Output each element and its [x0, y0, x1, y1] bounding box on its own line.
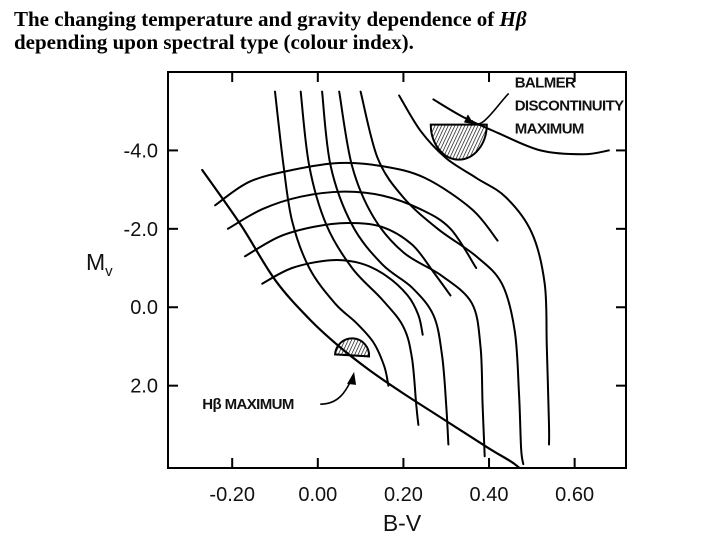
- page-title-line-1: The changing temperature and gravity dep…: [14, 7, 495, 31]
- ticks-layer: -0.20 0.00 0.20 0.40 0.60 -4.0 -2.0 0.0 2.0: [124, 72, 626, 506]
- series-contour-4: [338, 90, 486, 458]
- arrowhead-h-beta-maximum: [347, 371, 357, 385]
- annotations-layer: BALMER DISCONTINUITY MAXIMUM Hβ MAXIMUM: [202, 74, 625, 413]
- y-tick-label: -2.0: [124, 219, 158, 241]
- series-contour-1: [274, 90, 390, 387]
- region-h-beta-maximum: [333, 337, 371, 358]
- annotation-balmer-discontinuity-maximum-line-3: MAXIMUM: [515, 120, 584, 137]
- y-axis-label-subscript: v: [105, 263, 113, 280]
- leader-balmer-discontinuity-maximum: [471, 92, 510, 125]
- curves-layer: [201, 90, 610, 468]
- y-axis-label-main: M: [86, 249, 105, 275]
- plot-frame: [167, 71, 627, 469]
- annotation-balmer-discontinuity-maximum-line-1: BALMER: [515, 74, 576, 91]
- x-tick-label: 0.60: [555, 484, 594, 506]
- annotation-h-beta-maximum: Hβ MAXIMUM: [202, 396, 294, 413]
- series-band-2: [226, 190, 478, 269]
- regions-layer: [333, 123, 488, 358]
- series-main-sequence-boundary: [201, 168, 522, 468]
- x-tick-label: 0.40: [470, 484, 509, 506]
- series-band-1: [214, 161, 499, 242]
- x-tick-label: 0.00: [298, 484, 337, 506]
- series-contour-6: [398, 94, 551, 446]
- annotation-balmer-discontinuity-maximum-line-2: DISCONTINUITY: [515, 97, 624, 114]
- series-band-4: [261, 258, 424, 336]
- x-tick-label: -0.20: [209, 484, 255, 506]
- x-axis-label: B-V: [383, 510, 422, 536]
- series-contour-7: [432, 98, 610, 156]
- series-contour-5: [359, 90, 525, 466]
- page-title-h-beta-symbol: Hβ: [499, 7, 527, 31]
- y-tick-label: 2.0: [130, 376, 158, 398]
- x-tick-label: 0.20: [384, 484, 423, 506]
- y-tick-label: 0.0: [130, 297, 158, 319]
- arrowhead-balmer-discontinuity-maximum: [463, 114, 474, 125]
- page-title-line-2: depending upon spectral type (colour ind…: [14, 30, 414, 54]
- series-band-3: [244, 221, 452, 297]
- page-title: The changing temperature and gravity dep…: [14, 8, 714, 54]
- series-contour-3: [321, 90, 450, 446]
- series-contour-2: [299, 90, 420, 426]
- region-balmer-discontinuity-maximum: [429, 123, 488, 161]
- y-axis-label: Mv: [86, 249, 113, 280]
- leader-h-beta-maximum: [320, 377, 353, 405]
- y-tick-label: -4.0: [124, 140, 158, 162]
